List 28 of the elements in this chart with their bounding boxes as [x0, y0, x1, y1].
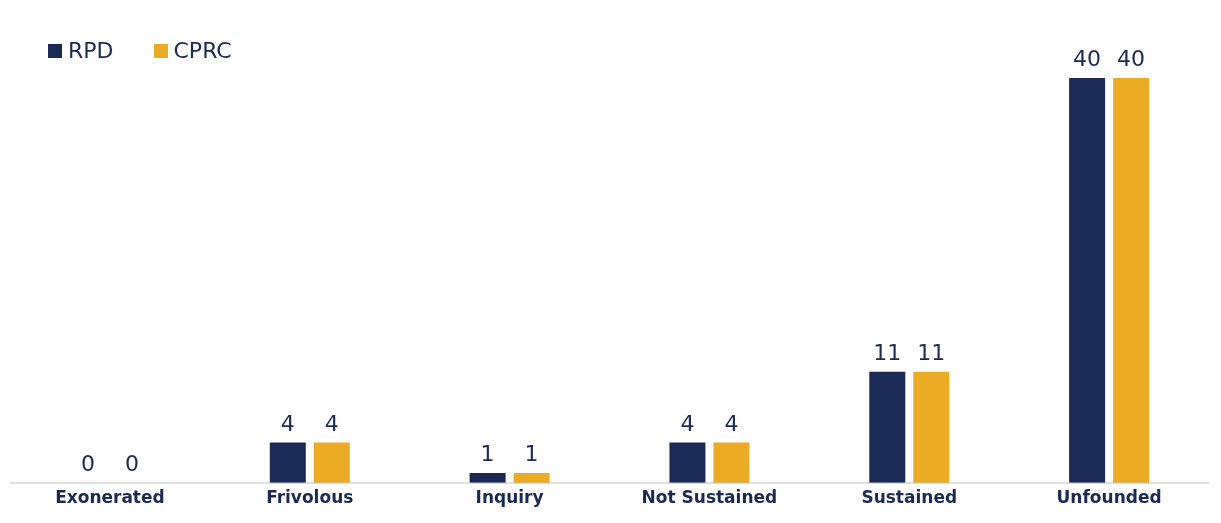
bar	[713, 442, 750, 483]
data-label: 1	[524, 440, 539, 466]
data-label: 40	[1073, 46, 1102, 71]
data-label: 4	[280, 410, 295, 436]
data-label: 0	[124, 450, 139, 476]
bar	[1069, 78, 1106, 483]
x-tick-label: Exonerated	[55, 487, 165, 508]
x-tick-label: Not Sustained	[641, 487, 778, 508]
bar	[313, 442, 350, 483]
x-tick-label: Inquiry	[475, 487, 544, 508]
legend-label: CPRC	[172, 38, 232, 63]
data-label: 0	[80, 450, 95, 476]
data-label: 11	[917, 339, 946, 365]
legend-label: RPD	[67, 38, 114, 63]
data-label: 11	[873, 339, 902, 365]
bar	[1113, 78, 1150, 483]
bar	[269, 442, 306, 483]
data-label: 40	[1117, 46, 1146, 71]
x-tick-label: Sustained	[861, 487, 958, 508]
bar	[669, 442, 706, 483]
data-label: 1	[480, 440, 495, 466]
bar	[913, 371, 950, 483]
data-label: 4	[324, 410, 339, 436]
bar	[869, 371, 906, 483]
data-label: 4	[724, 410, 739, 436]
x-tick-label: Unfounded	[1056, 487, 1162, 508]
data-label: 4	[680, 410, 695, 436]
x-tick-label: Frivolous	[266, 487, 354, 508]
